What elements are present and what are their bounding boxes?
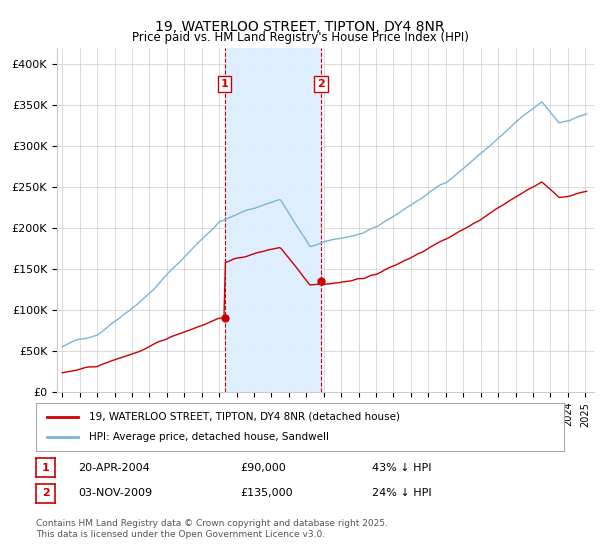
- Text: 1: 1: [221, 79, 229, 89]
- Text: Contains HM Land Registry data © Crown copyright and database right 2025.
This d: Contains HM Land Registry data © Crown c…: [36, 520, 388, 539]
- Bar: [224, 48, 321, 392]
- Text: 43% ↓ HPI: 43% ↓ HPI: [372, 463, 431, 473]
- Text: 2: 2: [42, 488, 49, 498]
- Text: Price paid vs. HM Land Registry's House Price Index (HPI): Price paid vs. HM Land Registry's House …: [131, 31, 469, 44]
- Text: 1: 1: [42, 463, 49, 473]
- Text: 24% ↓ HPI: 24% ↓ HPI: [372, 488, 431, 498]
- Text: £135,000: £135,000: [240, 488, 293, 498]
- Text: £90,000: £90,000: [240, 463, 286, 473]
- Text: 03-NOV-2009: 03-NOV-2009: [78, 488, 152, 498]
- Text: 19, WATERLOO STREET, TIPTON, DY4 8NR: 19, WATERLOO STREET, TIPTON, DY4 8NR: [155, 20, 445, 34]
- Text: HPI: Average price, detached house, Sandwell: HPI: Average price, detached house, Sand…: [89, 432, 329, 442]
- Text: 2: 2: [317, 79, 325, 89]
- Text: 20-APR-2004: 20-APR-2004: [78, 463, 150, 473]
- Text: 19, WATERLOO STREET, TIPTON, DY4 8NR (detached house): 19, WATERLOO STREET, TIPTON, DY4 8NR (de…: [89, 412, 400, 422]
